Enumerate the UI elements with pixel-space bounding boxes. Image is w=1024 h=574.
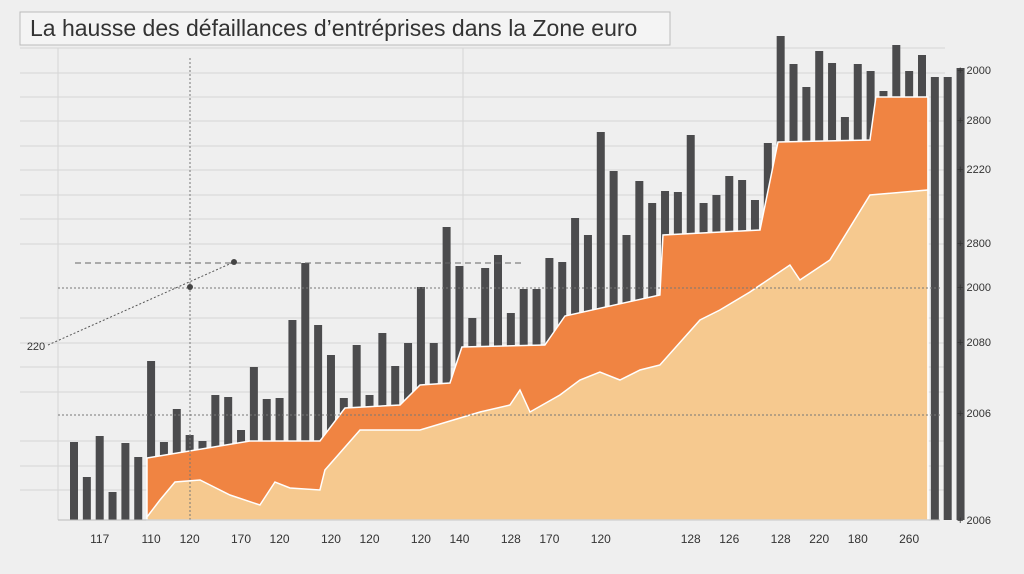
right-label: + 2080 <box>957 337 991 349</box>
x-tick-label: 140 <box>449 532 469 546</box>
bar <box>930 77 939 520</box>
x-tick-label: 180 <box>848 532 868 546</box>
bar <box>70 442 78 520</box>
x-tick-label: 117 <box>90 532 109 546</box>
chart-title: La hausse des défaillances d’entréprises… <box>30 15 637 41</box>
x-tick-label: 126 <box>719 532 739 546</box>
bar <box>95 436 104 520</box>
bar <box>147 361 156 520</box>
bar <box>442 227 451 520</box>
right-label: + 2220 <box>957 164 991 176</box>
x-tick-label: 128 <box>501 532 521 546</box>
x-tick-label: 170 <box>231 532 251 546</box>
x-tick-label: 110 <box>142 532 161 546</box>
bar <box>121 443 130 520</box>
x-tick-label: 220 <box>809 532 829 546</box>
x-tick-label: 170 <box>539 532 559 546</box>
x-tick-label: 260 <box>899 532 919 546</box>
bar <box>82 477 91 520</box>
right-label: + 2000 <box>957 282 991 294</box>
x-tick-label: 120 <box>180 532 200 546</box>
bar <box>956 68 965 520</box>
right-label: + 2006 <box>957 515 991 527</box>
area <box>146 189 929 521</box>
bar <box>314 325 323 520</box>
marks <box>70 36 965 521</box>
bar <box>301 263 310 520</box>
right-label: + 2000 <box>957 65 991 77</box>
bar <box>134 457 143 520</box>
x-tick-label: 120 <box>359 532 379 546</box>
pointer-line <box>47 261 235 346</box>
x-tick-label: 120 <box>270 532 290 546</box>
x-tick-label: 120 <box>411 532 431 546</box>
right-label: + 2800 <box>957 238 991 250</box>
right-label: + 2006 <box>957 408 991 420</box>
pointer-dot <box>187 284 193 290</box>
bar <box>108 492 117 520</box>
reference-lines <box>47 58 940 521</box>
x-tick-label: 120 <box>321 532 341 546</box>
x-tick-label: 128 <box>771 532 791 546</box>
right-label: + 2800 <box>957 115 991 127</box>
annotation: 220 <box>27 341 45 353</box>
x-tick-label: 120 <box>591 532 611 546</box>
title-box <box>19 11 671 46</box>
bar <box>288 320 297 520</box>
x-tick-label: 128 <box>681 532 701 546</box>
pointer-dot <box>231 259 237 265</box>
bar <box>943 77 952 520</box>
